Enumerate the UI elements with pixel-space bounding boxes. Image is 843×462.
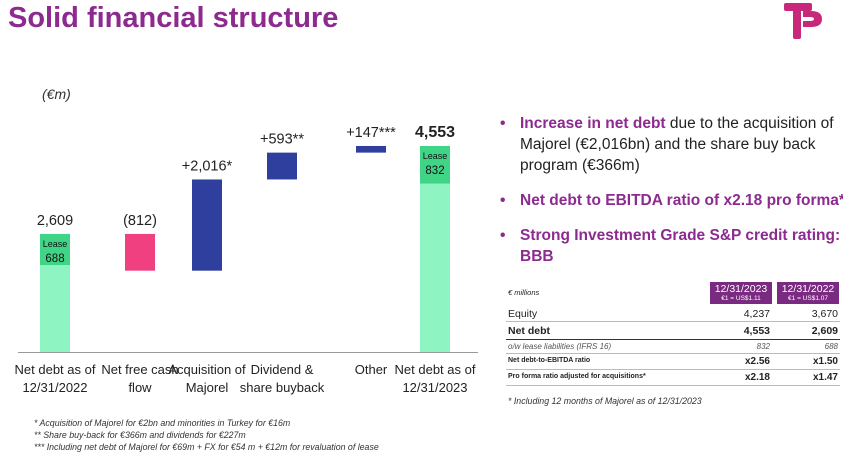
- bar-delta-3: [267, 152, 297, 180]
- bullet-text: due to the acquisition of Majorel (€2,01…: [520, 115, 834, 174]
- logo-stem: [793, 3, 801, 39]
- data-label-3: +593**: [260, 132, 304, 148]
- table-row-net-debt: Net debt 4,553 2,609: [506, 322, 840, 340]
- table-unit-label: € millions: [508, 288, 540, 297]
- bullet-net-debt: Increase in net debt due to the acquisit…: [500, 113, 843, 176]
- bullet-highlight: Increase in net debt: [520, 115, 666, 132]
- row-value-2022: x1.47: [812, 372, 838, 383]
- category-label-5-1: 12/31/2023: [402, 380, 467, 395]
- table-row-ebitda-ratio: Net debt-to-EBITDA ratio x2.56 x1.50: [506, 354, 840, 370]
- lease-title-0: Lease: [43, 239, 68, 249]
- bar-total-0: [40, 265, 70, 352]
- table-row-pro-forma-ratio: Pro forma ratio adjusted for acquisition…: [506, 370, 840, 386]
- waterfall-chart: Lease 688 2,609 (812) +2,016* +593** +147*** Le…: [15, 124, 478, 395]
- column-fx-rate: €1 = US$1.07: [788, 295, 828, 302]
- row-value-2022: x1.50: [812, 356, 838, 367]
- bullet-highlight: Strong Investment Grade S&P credit ratin…: [520, 227, 841, 265]
- table-row-lease: o/w lease liabilities (IFRS 16) 832 688: [506, 340, 840, 354]
- row-value-2023: x2.56: [744, 356, 770, 367]
- column-header-2023: 12/31/2023 €1 = US$1.11: [710, 282, 772, 304]
- row-label: Net debt: [508, 325, 550, 337]
- chart-footnote-2: ** Share buy-back for €366m and dividend…: [34, 430, 246, 440]
- column-fx-rate: €1 = US$1.11: [721, 295, 761, 302]
- category-label-0-0: Net debt as of: [15, 362, 96, 377]
- data-label-0: 2,609: [37, 213, 73, 229]
- chart-footnote-3: *** Including net debt of Majorel for €6…: [34, 442, 379, 452]
- row-value-2022: 2,609: [811, 325, 838, 337]
- data-label-5: 4,553: [415, 124, 455, 141]
- chart-footnote-1: * Acquisition of Majorel for €2bn and mi…: [34, 418, 291, 428]
- category-label-1-0: Net free cash: [101, 362, 178, 377]
- table-row-equity: Equity 4,237 3,670: [506, 304, 840, 322]
- lease-value-0: 688: [45, 253, 64, 265]
- bar-lease-segment-5: [420, 145, 450, 184]
- bullet-ebitda-ratio: Net debt to EBITDA ratio of x2.18 pro fo…: [500, 190, 843, 211]
- lease-value-5: 832: [425, 165, 444, 177]
- category-label-2-0: Acquisition of: [168, 362, 246, 377]
- category-label-3-1: share buyback: [240, 380, 325, 395]
- row-value-2022: 688: [824, 342, 838, 351]
- category-label-3-0: Dividend &: [251, 362, 314, 377]
- row-value-2022: 3,670: [811, 308, 838, 320]
- data-label-4: +147***: [346, 125, 396, 141]
- data-label-2: +2,016*: [182, 158, 233, 174]
- row-value-2023: 4,237: [743, 308, 770, 320]
- lease-title-5: Lease: [423, 151, 448, 161]
- bullet-highlight: Net debt to EBITDA ratio of x2.18 pro fo…: [520, 192, 843, 209]
- category-label-2-1: Majorel: [186, 380, 229, 395]
- category-label-0-1: 12/31/2022: [22, 380, 87, 395]
- row-label: Net debt-to-EBITDA ratio: [508, 357, 591, 364]
- chart-unit-label: (€m): [42, 86, 71, 102]
- page-title: Solid financial structure: [8, 2, 339, 34]
- bullet-credit-rating: Strong Investment Grade S&P credit ratin…: [500, 225, 843, 267]
- row-value-2023: x2.18: [744, 372, 770, 383]
- bar-delta-2: [192, 179, 222, 271]
- column-header-2022: 12/31/2022 €1 = US$1.07: [777, 282, 839, 304]
- table-footnote: * Including 12 months of Majorel as of 1…: [508, 396, 702, 406]
- column-date: 12/31/2023: [714, 283, 768, 295]
- row-label: Pro forma ratio adjusted for acquisition…: [508, 373, 646, 380]
- data-label-1: (812): [123, 213, 157, 229]
- bar-lease-segment-0: [40, 233, 70, 266]
- bar-delta-1: [125, 233, 155, 271]
- table-header: € millions 12/31/2023 €1 = US$1.11 12/31…: [506, 282, 840, 304]
- category-label-1-1: flow: [128, 380, 152, 395]
- key-points-list: Increase in net debt due to the acquisit…: [500, 113, 843, 281]
- row-label: Equity: [508, 308, 538, 320]
- row-value-2023: 4,553: [743, 325, 770, 337]
- bar-delta-4: [356, 145, 386, 153]
- category-label-5-0: Net debt as of: [395, 362, 476, 377]
- bar-total-5: [420, 183, 450, 352]
- row-label: o/w lease liabilities (IFRS 16): [508, 342, 612, 351]
- column-date: 12/31/2022: [781, 283, 835, 295]
- company-logo: [784, 3, 822, 39]
- row-value-2023: 832: [756, 342, 770, 351]
- category-label-4-0: Other: [355, 362, 388, 377]
- logo-bowl: [803, 11, 822, 27]
- financial-table: € millions 12/31/2023 €1 = US$1.11 12/31…: [506, 282, 840, 386]
